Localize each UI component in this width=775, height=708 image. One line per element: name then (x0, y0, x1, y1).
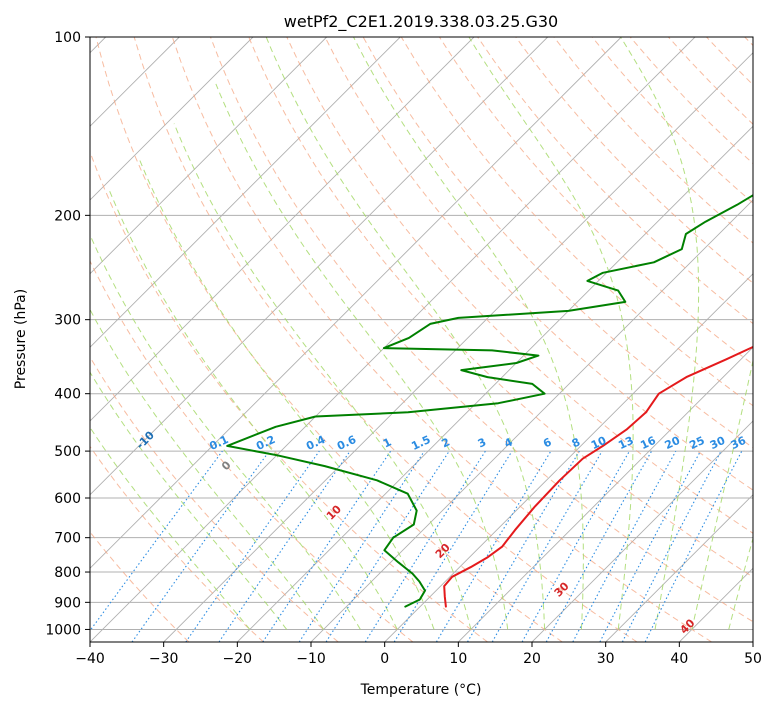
isotherm-line (90, 37, 622, 569)
x-tick-label: −40 (75, 651, 105, 667)
mixing-ratio-line (545, 450, 653, 642)
y-tick-label: 300 (54, 313, 81, 329)
isotherm-line (90, 37, 696, 642)
mixing-ratio-lines (90, 450, 743, 642)
dry-adiabat-line (171, 37, 712, 642)
y-tick-label: 400 (54, 387, 81, 403)
mixing-ratio-label: 16 (638, 434, 658, 452)
y-axis-ticks: 1000 900 800 700 600 500 400 300 200 100 (45, 30, 90, 638)
x-tick-label: 0 (380, 651, 389, 667)
mixing-ratio-line (90, 450, 223, 632)
y-tick-label: 1000 (45, 622, 81, 638)
x-tick-label: −20 (223, 651, 253, 667)
moist-adiabat-line (728, 536, 753, 630)
x-tick-label: −10 (296, 651, 326, 667)
mixing-ratio-label: 13 (616, 434, 635, 452)
mixing-ratio-label: 25 (687, 434, 706, 452)
moist-adiabat-line (90, 426, 251, 630)
moist-adiabat-line (265, 37, 546, 630)
y-tick-label: 100 (54, 30, 81, 46)
plot-frame (89, 36, 754, 643)
mixing-ratio-label: 36 (729, 434, 749, 452)
profile-lines (226, 194, 753, 608)
dry-adiabat-line (90, 356, 339, 642)
x-axis-ticks: −40 −30 −20 −10 0 10 20 30 40 50 (75, 642, 762, 667)
x-tick-label: 10 (449, 651, 467, 667)
isotherm-line (90, 37, 328, 275)
dry-adiabats (90, 37, 753, 642)
moist-adiabat-line (90, 371, 288, 630)
mixing-ratio-line (131, 450, 270, 642)
moist-adiabat-line (468, 37, 634, 630)
temperature-profile-line (443, 345, 753, 608)
mixing-ratio-line (325, 450, 450, 642)
y-tick-label: 800 (54, 565, 81, 581)
y-axis-label: Pressure (hPa) (13, 289, 29, 389)
dewpoint-profile-line (226, 194, 753, 608)
isotherm-line (531, 420, 753, 642)
isotherm-line (163, 52, 753, 642)
mixing-ratio-line (218, 450, 351, 642)
moist-adiabat-line (173, 123, 472, 630)
mixing-ratio-label: 30 (708, 434, 728, 452)
isotherm-line (90, 37, 475, 422)
pressure-grid (90, 37, 753, 630)
mixing-ratio-line (185, 450, 320, 642)
plot-area-background (90, 37, 753, 642)
y-tick-label: 700 (54, 531, 81, 547)
x-tick-label: 40 (670, 651, 688, 667)
isotherm-line (90, 37, 401, 348)
isotherm-line (90, 37, 254, 201)
x-tick-label: 20 (523, 651, 541, 667)
mixing-ratio-label: 20 (663, 434, 683, 452)
mixing-ratio-line (393, 450, 513, 642)
mixing-ratio-line (521, 450, 630, 642)
chart-title: wetPf2_C2E1.2019.338.03.25.G30 (284, 12, 558, 32)
dry-adiabat-line (210, 37, 753, 623)
skewed-isotherms (90, 37, 753, 642)
dry-adiabat-line (324, 37, 753, 491)
x-axis-label: Temperature (°C) (360, 682, 482, 698)
dry-adiabat-line (90, 445, 264, 642)
dry-adiabat-line (248, 37, 753, 578)
moist-adiabat-line (138, 157, 435, 630)
moist-adiabat-line (691, 358, 753, 630)
isotherm-line (90, 37, 549, 496)
dry-adiabat-line (90, 259, 414, 642)
dry-adiabat-line (133, 37, 638, 642)
dry-adiabat-line (95, 37, 563, 642)
moist-adiabats (90, 37, 753, 630)
isotherm-line (457, 346, 753, 642)
y-tick-label: 500 (54, 444, 81, 460)
mixing-ratio-line (262, 450, 392, 642)
x-tick-label: −30 (149, 651, 179, 667)
y-tick-label: 600 (54, 491, 81, 507)
isotherm-line (384, 273, 753, 642)
moist-adiabat-line (107, 188, 398, 630)
moist-adiabat-line (353, 37, 584, 630)
mixing-ratio-line (572, 450, 677, 642)
mixing-ratio-label: 10 (589, 434, 609, 452)
mixing-ratio-line (298, 450, 425, 642)
moist-adiabat-line (90, 308, 324, 630)
moist-adiabat-line (215, 83, 509, 630)
y-tick-label: 900 (54, 595, 81, 611)
moist-adiabat-line (90, 233, 361, 630)
dry-adiabat-line (515, 37, 753, 284)
y-tick-label: 200 (54, 208, 81, 224)
isotherm-line (236, 125, 753, 642)
dry-adiabat-line (286, 37, 753, 534)
isotherm-line (605, 494, 753, 642)
moist-adiabat-line (620, 37, 700, 630)
x-tick-label: 30 (597, 651, 615, 667)
mixing-ratio-line (644, 450, 743, 642)
x-tick-label: 50 (744, 651, 762, 667)
plot-layers: 0.10.20.40.611.52346810131620253036-100-… (90, 37, 753, 642)
